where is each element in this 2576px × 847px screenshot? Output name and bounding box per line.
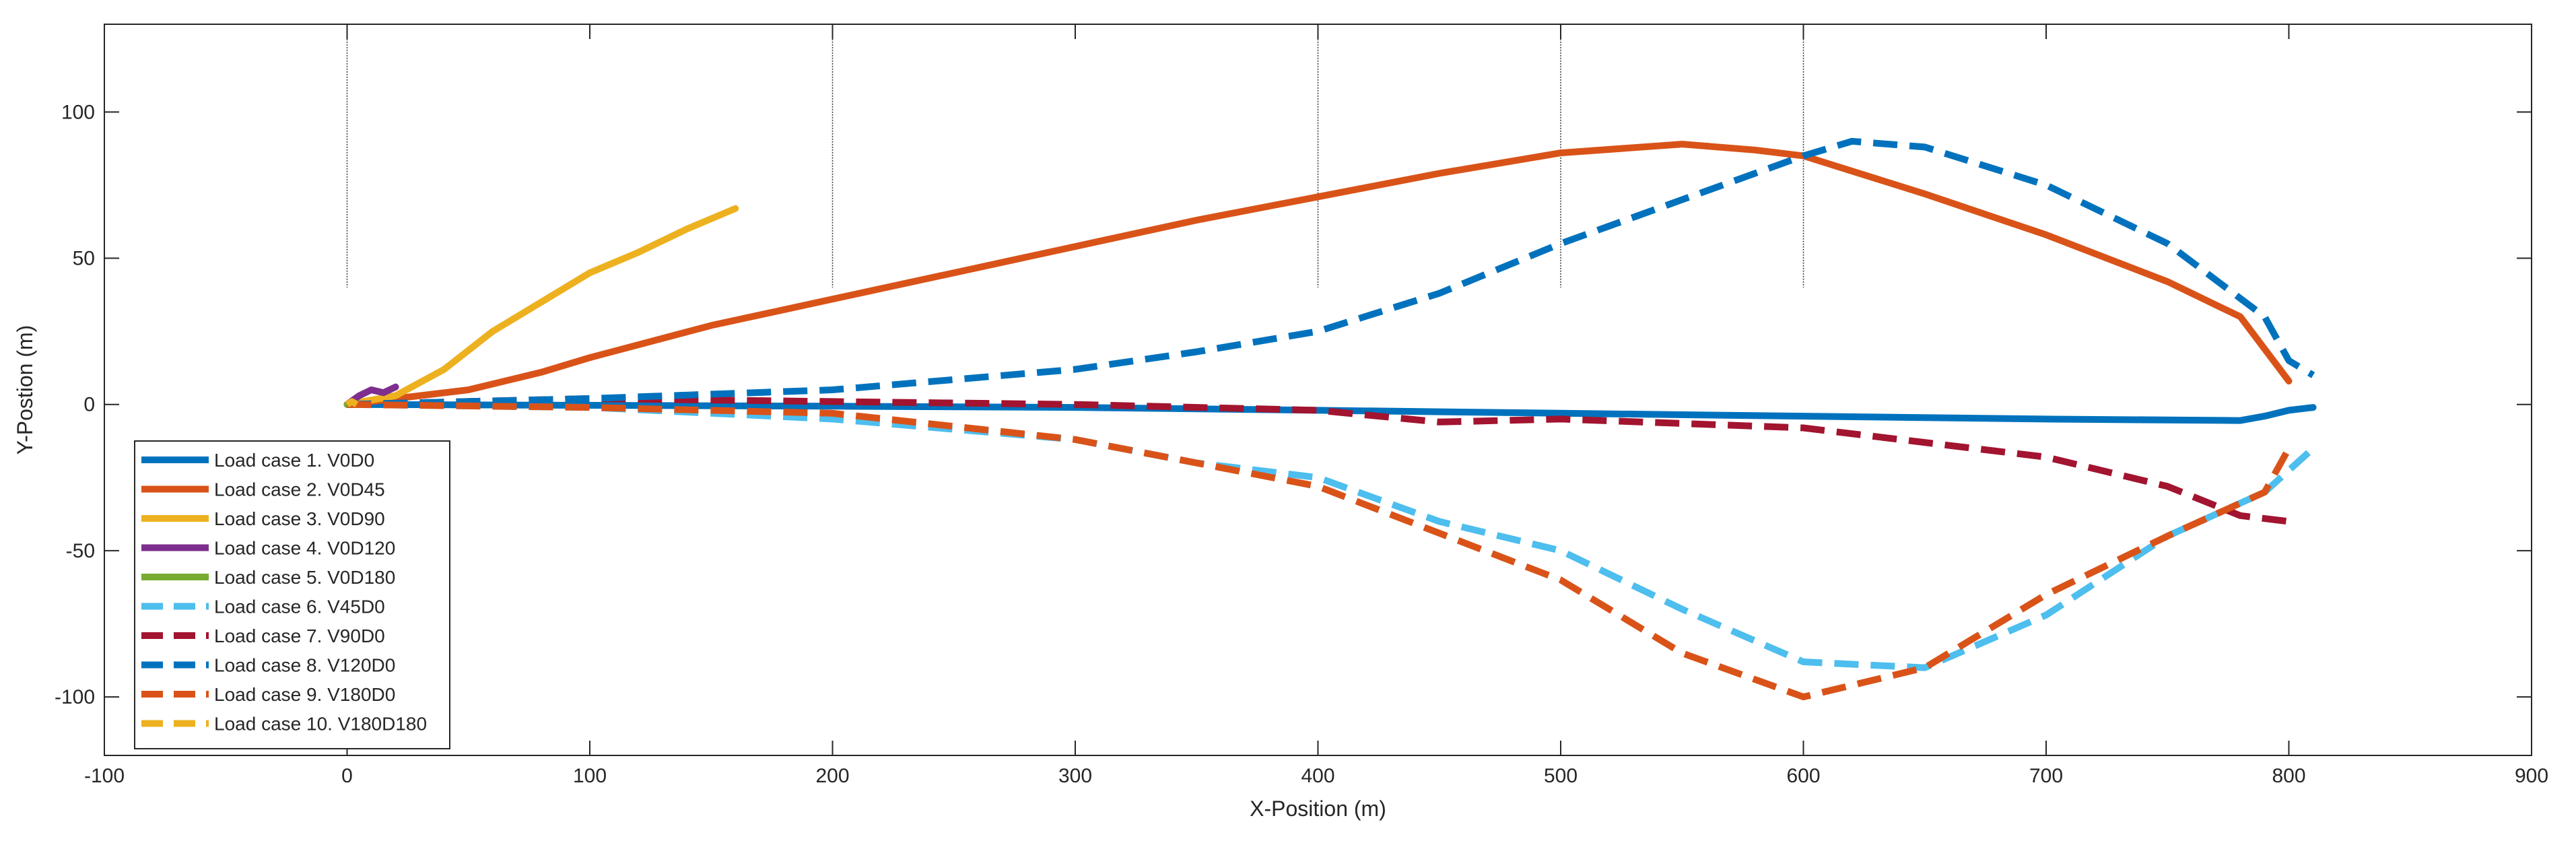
x-tick-label: 900 xyxy=(2515,765,2548,787)
legend-label-load-case-5-v0d180: Load case 5. V0D180 xyxy=(214,567,395,588)
y-tick-label: 50 xyxy=(73,248,95,270)
x-tick-label: 700 xyxy=(2029,765,2063,787)
x-tick-label: 300 xyxy=(1058,765,1092,787)
y-tick-label: 0 xyxy=(83,394,95,416)
legend-label-load-case-6-v45d0: Load case 6. V45D0 xyxy=(214,597,385,617)
legend-label-load-case-2-v0d45: Load case 2. V0D45 xyxy=(214,479,385,500)
series-line-load-case-10-v180d180 xyxy=(345,398,359,407)
legend-label-load-case-4-v0d120: Load case 4. V0D120 xyxy=(214,538,395,559)
series-line-load-case-3-v0d90 xyxy=(343,205,739,408)
y-axis-ticks: -100 -50 0 50 100 xyxy=(55,101,2532,708)
series-line-load-case-4-v0d120 xyxy=(343,383,399,408)
x-axis-label: X-Position (m) xyxy=(1250,797,1386,821)
series-layer xyxy=(343,137,2317,701)
y-tick-label: -100 xyxy=(55,686,95,708)
x-axis-ticks: -100 0 100 200 300 400 500 600 700 800 900 xyxy=(84,24,2548,787)
series-line-load-case-9-v180d0 xyxy=(347,401,2292,701)
legend: Load case 1. V0D0 Load case 2. V0D45 Load … xyxy=(134,440,450,749)
x-tick-label: 600 xyxy=(1786,765,1820,787)
x-tick-label: 100 xyxy=(573,765,607,787)
legend-label-load-case-3-v0d90: Load case 3. V0D90 xyxy=(214,508,385,529)
x-tick-label: 0 xyxy=(341,765,353,787)
legend-items: Load case 1. V0D0 Load case 2. V0D45 Load … xyxy=(141,450,427,735)
legend-label-load-case-1-v0d0: Load case 1. V0D0 xyxy=(214,450,374,471)
y-axis-label: Y-Postion (m) xyxy=(13,325,37,455)
x-tick-label: -100 xyxy=(84,765,125,787)
plot-area: -100 0 100 200 300 400 500 600 700 800 900 -100-50… xyxy=(55,24,2548,787)
reference-lines xyxy=(346,38,1804,287)
x-tick-label: 400 xyxy=(1301,765,1334,787)
axes-box xyxy=(104,24,2532,756)
series-line-load-case-2-v0d45 xyxy=(343,141,2293,408)
legend-label-load-case-10-v180d180: Load case 10. V180D180 xyxy=(214,714,427,735)
x-tick-label: 200 xyxy=(815,765,849,787)
legend-label-load-case-9-v180d0: Load case 9. V180D0 xyxy=(214,684,395,705)
legend-label-load-case-7-v90d0: Load case 7. V90D0 xyxy=(214,625,385,646)
y-tick-label: -50 xyxy=(66,540,95,562)
x-tick-label: 800 xyxy=(2272,765,2305,787)
series-line-load-case-7-v90d0 xyxy=(347,395,2290,525)
legend-label-load-case-8-v120d0: Load case 8. V120D0 xyxy=(214,655,395,676)
x-tick-label: 500 xyxy=(1544,765,1578,787)
series-line-load-case-1-v0d0 xyxy=(343,401,2317,424)
series-line-load-case-6-v45d0 xyxy=(347,401,2315,671)
y-tick-label: 100 xyxy=(61,101,95,123)
series-line-load-case-8-v120d0 xyxy=(347,137,2315,408)
